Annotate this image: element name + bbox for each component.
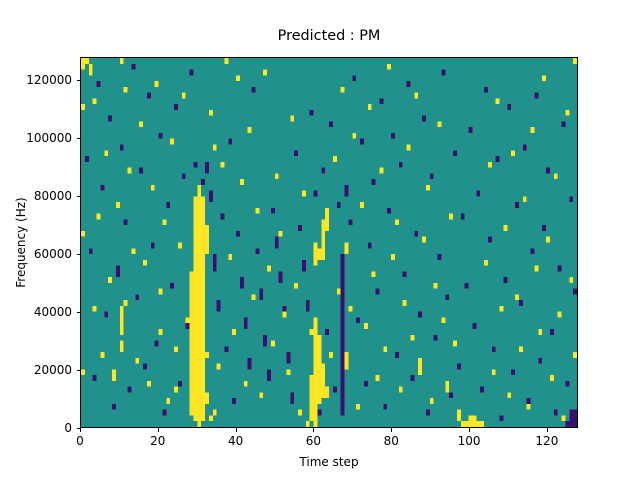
y-tick-label: 20000: [33, 363, 72, 378]
y-tick-mark: [76, 138, 80, 140]
page-title: Predicted : PM: [277, 28, 381, 44]
x-tick-label: 60: [305, 434, 322, 448]
heatmap-image: [81, 58, 577, 427]
y-tick-label: 80000: [33, 189, 72, 204]
x-tick-label: 0: [76, 434, 84, 448]
x-tick-mark: [157, 428, 159, 432]
x-tick-mark: [80, 428, 81, 432]
y-tick-mark: [76, 312, 80, 314]
x-tick-mark: [391, 428, 393, 432]
y-tick-mark: [76, 80, 80, 82]
y-tick-label: 0: [64, 421, 72, 435]
y-tick-mark: [76, 196, 80, 198]
x-tick-label: 40: [227, 434, 244, 448]
x-tick-mark: [313, 428, 315, 432]
y-tick-label: 40000: [33, 305, 72, 320]
heatmap-axes: [80, 57, 578, 428]
y-tick-label: 100000: [26, 131, 72, 146]
y-tick-mark: [76, 254, 80, 256]
x-tick-label: 80: [383, 434, 399, 448]
y-tick-label: 60000: [33, 247, 72, 262]
x-tick-label: 120: [535, 434, 559, 448]
x-tick-mark: [469, 428, 471, 432]
x-tick-mark: [546, 428, 548, 432]
y-axis-label: Frequency (Hz): [14, 197, 28, 288]
x-tick-mark: [235, 428, 237, 432]
x-tick-label: 20: [150, 434, 166, 448]
x-tick-label: 100: [457, 434, 481, 448]
x-axis-label: Time step: [299, 455, 359, 469]
y-tick-label: 120000: [26, 73, 72, 88]
y-tick-mark: [76, 428, 80, 429]
y-tick-mark: [76, 370, 80, 372]
